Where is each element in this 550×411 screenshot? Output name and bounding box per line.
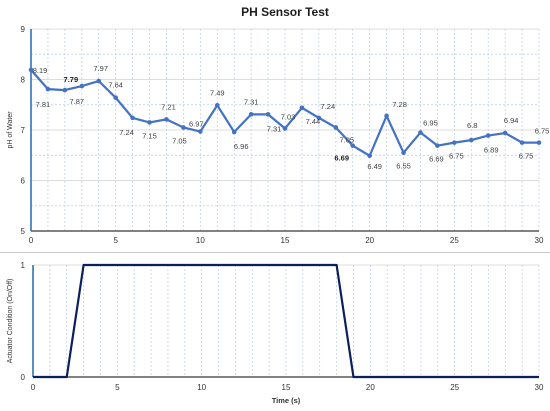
ph-data-point: [536, 140, 542, 145]
actuator-series-line: [33, 263, 539, 379]
ph-data-label: 6.49: [367, 162, 382, 171]
ph-data-label: 8.19: [33, 66, 48, 75]
ph-data-label: 6.95: [423, 119, 438, 128]
ph-data-point: [265, 112, 271, 117]
ph-data-label: 7.97: [93, 64, 108, 73]
ph-data-point: [485, 133, 491, 138]
x-tick-label: 0: [29, 236, 34, 245]
y-tick-label: 5: [21, 227, 26, 236]
ph-data-label: 6.89: [484, 146, 499, 155]
ph-data-label: 7.64: [108, 81, 123, 90]
ph-data-label: 7.87: [69, 97, 84, 106]
ph-data-label: 6.75: [535, 127, 550, 136]
ph-data-point: [299, 105, 305, 111]
y-tick-label: 0: [21, 373, 26, 382]
x-tick-label: 10: [196, 236, 205, 245]
ph-data-point: [147, 120, 152, 125]
ph-data-point: [130, 115, 135, 121]
ph-data-point: [316, 115, 322, 121]
x-tick-label: 20: [366, 383, 375, 392]
x-tick-label: 30: [535, 236, 544, 245]
ph-data-label: 6.55: [396, 162, 411, 171]
x-axis-title: Time (s): [272, 396, 301, 405]
x-tick-label: 20: [365, 236, 374, 245]
ph-data-label: 7.03: [281, 112, 296, 121]
x-tick-label: 25: [450, 383, 459, 392]
ph-data-label: 7.05: [339, 135, 354, 144]
ph-data-label: 6.97: [189, 120, 204, 129]
x-tick-label: 15: [281, 236, 290, 245]
chart-title: PH Sensor Test: [241, 5, 329, 19]
ph-data-label: 7.44: [306, 117, 321, 126]
ph-data-point: [181, 125, 186, 130]
ph-data-point: [282, 126, 288, 131]
ph-data-label: 7.24: [321, 102, 336, 111]
ph-data-label: 7.79: [64, 75, 79, 84]
ph-data-label: 7.28: [392, 100, 407, 109]
ph-data-point: [248, 112, 254, 117]
ph-data-point: [367, 153, 372, 159]
x-tick-label: 10: [197, 383, 206, 392]
ph-data-label: 6.8: [467, 121, 477, 130]
ph-data-point: [164, 117, 169, 122]
ph-data-label: 6.75: [519, 152, 534, 161]
ph-data-label: 6.75: [449, 152, 464, 161]
ph-data-point: [333, 125, 339, 130]
ph-data-point: [198, 129, 203, 134]
y-axis-title: pH of Water: [7, 111, 14, 149]
y-tick-label: 6: [21, 177, 26, 186]
x-tick-label: 25: [450, 236, 459, 245]
ph-data-point: [401, 150, 406, 156]
ph-data-point: [79, 83, 85, 89]
ph-data-label: 7.81: [36, 100, 51, 109]
ph-data-label: 7.15: [142, 131, 157, 140]
ph-data-point: [350, 143, 356, 148]
y-tick-label: 1: [21, 261, 26, 270]
x-tick-label: 5: [113, 236, 118, 245]
ph-data-point: [452, 140, 457, 145]
ph-data-label: 7.31: [267, 124, 282, 133]
ph-data-point: [502, 130, 508, 136]
x-tick-label: 15: [282, 383, 291, 392]
ph-data-label: 6.94: [504, 116, 519, 125]
ph-data-label: 6.69: [334, 154, 349, 163]
ph-data-point: [231, 129, 237, 135]
ph-data-point: [62, 87, 68, 93]
ph-data-label: 7.24: [119, 128, 134, 137]
ph-data-point: [435, 143, 440, 148]
ph-data-label: 6.96: [234, 142, 249, 151]
ph-data-point: [113, 95, 118, 100]
ph-data-label: 7.21: [161, 102, 176, 111]
ph-data-point: [468, 137, 474, 143]
ph-data-label: 7.49: [210, 88, 225, 97]
y-axis-title: Actuator Condition (On/Off): [7, 279, 14, 364]
ph-data-label: 7.05: [172, 136, 187, 145]
ph-data-point: [214, 102, 220, 108]
ph-data-point: [418, 130, 423, 135]
x-tick-label: 30: [535, 383, 544, 392]
ph-data-label: 7.31: [244, 97, 259, 106]
ph-data-label: 6.69: [429, 155, 444, 164]
x-tick-label: 0: [31, 383, 36, 392]
ph-data-point: [96, 78, 102, 84]
ph-data-point: [384, 113, 389, 119]
ph-data-point: [519, 140, 525, 145]
y-tick-label: 8: [21, 76, 26, 85]
y-tick-label: 9: [21, 25, 26, 34]
x-tick-label: 5: [115, 383, 120, 392]
ph-data-point: [28, 67, 34, 73]
ph-data-point: [45, 86, 51, 92]
y-tick-label: 7: [21, 126, 26, 135]
